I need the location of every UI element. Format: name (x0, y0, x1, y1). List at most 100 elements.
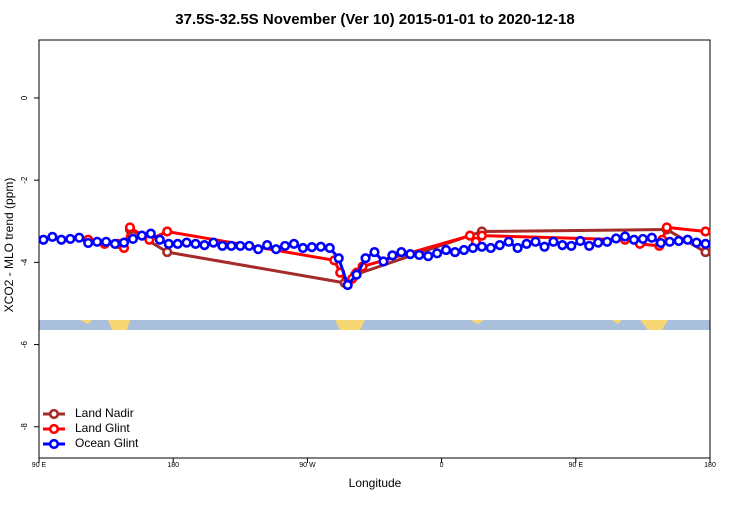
data-point (181, 237, 192, 248)
data-point (423, 251, 434, 262)
data-point (467, 242, 479, 254)
legend-marker (48, 423, 60, 435)
data-point (646, 232, 657, 243)
x-axis-label: Longitude (349, 476, 402, 490)
data-point (593, 237, 604, 248)
x-tick-label: 90 E (569, 462, 584, 469)
data-point (315, 241, 326, 252)
data-point (244, 240, 255, 252)
data-point (691, 237, 702, 248)
data-point (464, 230, 476, 241)
data-point (655, 237, 666, 249)
data-point (288, 238, 300, 249)
data-point (306, 242, 317, 253)
data-point (512, 242, 523, 254)
data-point (162, 246, 173, 258)
data-point (673, 235, 684, 247)
data-point (163, 238, 174, 249)
data-point (414, 249, 425, 261)
data-point (700, 246, 711, 258)
y-tick-label: -8 (20, 423, 29, 431)
x-tick-label: 0 (440, 462, 444, 469)
data-point (190, 238, 201, 249)
x-tick-label: 90 E (32, 462, 47, 469)
data-point (253, 244, 264, 255)
data-point (440, 244, 452, 256)
data-point (557, 239, 568, 251)
data-point (65, 233, 76, 245)
data-point (378, 256, 389, 267)
data-point (521, 238, 532, 249)
data-point (602, 236, 613, 247)
data-point (297, 242, 309, 254)
data-point (145, 228, 156, 239)
y-tick-label: -4 (20, 258, 29, 266)
data-point (494, 239, 505, 251)
x-tick-label: 180 (167, 462, 179, 469)
data-point (74, 232, 85, 243)
data-point (661, 222, 672, 233)
data-point (610, 233, 622, 244)
data-point (226, 240, 237, 252)
data-point (449, 246, 461, 258)
data-point (83, 237, 94, 249)
data-point (324, 242, 335, 254)
data-point (56, 234, 67, 245)
data-point (476, 241, 487, 252)
data-point (92, 236, 103, 247)
chart-title: 37.5S-32.5S November (Ver 10) 2015-01-01… (175, 11, 574, 28)
data-point (127, 233, 139, 245)
data-point (262, 239, 273, 251)
data-point (47, 231, 58, 242)
data-point (38, 234, 49, 245)
data-point (700, 226, 711, 237)
plot-frame (38, 39, 711, 459)
data-point (619, 231, 631, 242)
data-point (575, 235, 586, 247)
data-point (539, 241, 550, 252)
data-point (162, 226, 173, 237)
data-point (217, 240, 228, 252)
x-tick-label: 180 (704, 462, 716, 469)
data-point (199, 239, 210, 251)
legend-label: Ocean Glint (75, 436, 139, 450)
data-point (628, 234, 640, 245)
y-tick-label: 0 (20, 95, 29, 100)
data-point (333, 253, 344, 264)
data-point (637, 233, 649, 245)
data-point (136, 230, 147, 241)
data-point (369, 246, 380, 258)
data-point (700, 238, 711, 249)
data-point (664, 236, 675, 247)
x-tick-label: 90 W (299, 462, 316, 469)
data-point (172, 238, 183, 249)
legend-label: Land Nadir (75, 406, 134, 420)
data-point (396, 246, 407, 258)
data-point (100, 236, 112, 247)
y-tick-label: -6 (20, 340, 29, 348)
data-point (235, 240, 246, 252)
data-point (154, 234, 165, 245)
data-point (530, 236, 541, 247)
data-point (458, 244, 470, 256)
data-point (682, 234, 693, 245)
map-strip (39, 320, 710, 330)
data-point (360, 253, 371, 264)
data-point (109, 238, 121, 249)
data-point (405, 249, 416, 260)
data-point (351, 269, 362, 280)
legend-marker (48, 408, 60, 420)
legend-marker (48, 438, 60, 450)
data-point (485, 242, 496, 254)
y-axis-label: XCO2 - MLO trend (ppm) (2, 178, 16, 313)
legend-label: Land Glint (75, 421, 130, 435)
data-point (566, 240, 577, 252)
y-tick-label: -2 (20, 176, 29, 184)
data-point (432, 248, 443, 259)
data-point (503, 236, 514, 247)
data-point (387, 250, 398, 261)
data-point (208, 237, 219, 248)
data-point (270, 244, 282, 255)
data-point (124, 222, 136, 233)
data-point (279, 240, 291, 252)
